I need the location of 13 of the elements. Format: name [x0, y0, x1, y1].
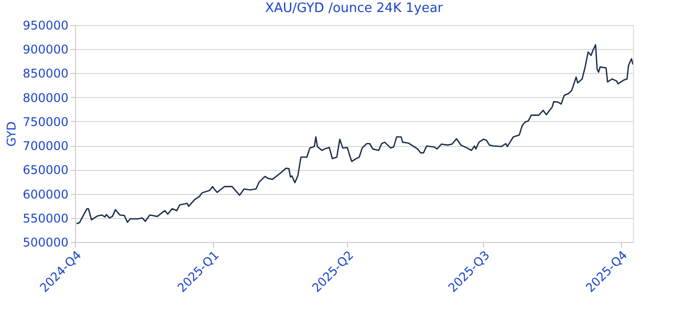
y-axis-title: GYD — [4, 121, 19, 147]
y-tick-label: 900000 — [22, 42, 68, 57]
y-tick-label: 650000 — [22, 163, 68, 178]
chart-title: XAU/GYD /ounce 24K 1year — [265, 1, 444, 16]
y-tick-label: 750000 — [22, 114, 68, 129]
y-tick-label: 500000 — [22, 236, 68, 250]
y-tick-label: 850000 — [22, 66, 68, 81]
y-tick-label: 550000 — [22, 211, 68, 226]
y-tick-label: 800000 — [22, 90, 68, 105]
y-tick-label: 600000 — [22, 187, 68, 202]
y-tick-label: 950000 — [22, 18, 68, 32]
y-tick-label: 700000 — [22, 139, 68, 154]
line-series — [76, 44, 633, 224]
